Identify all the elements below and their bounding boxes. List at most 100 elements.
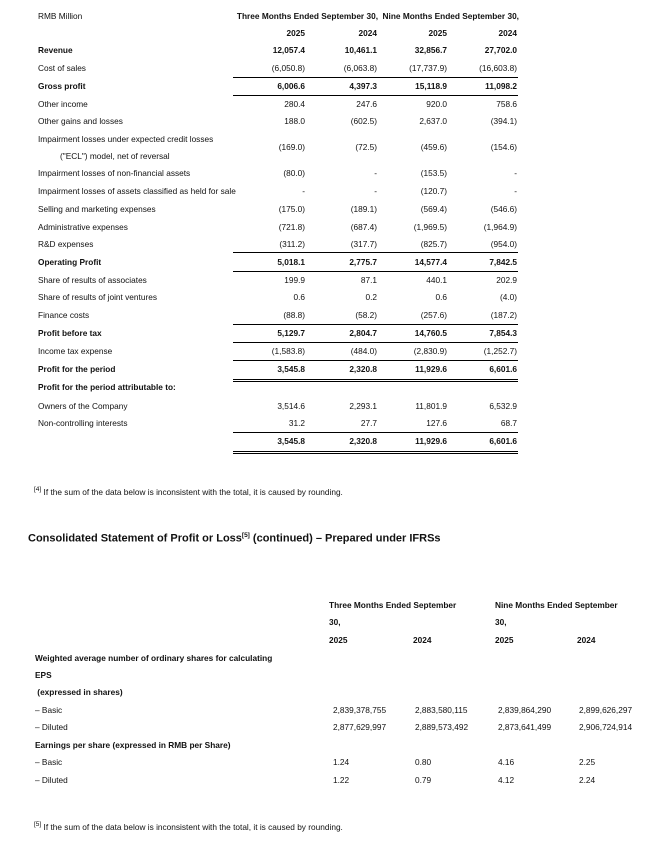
- title-suffix: (continued) – Prepared under IFRSs: [249, 532, 441, 545]
- cell-value: (1,583.8): [271, 346, 305, 356]
- cell-value: 2,899,626,297: [579, 705, 633, 715]
- table-row: 3,545.8 2,320.8 11,929.6 6,601.6: [0, 436, 672, 454]
- header-nine-months: Nine Months Ended September 30,: [382, 11, 519, 21]
- row-label: Profit before tax: [38, 328, 102, 338]
- rule: [233, 324, 518, 325]
- cell-value: (169.0): [278, 142, 305, 152]
- cell-value: (120.7): [420, 186, 447, 196]
- row-label: Other gains and losses: [38, 116, 123, 126]
- row-label: Cost of sales: [38, 63, 86, 73]
- cell-value: (6,050.8): [271, 63, 305, 73]
- row-label: – Diluted: [35, 775, 68, 785]
- row-label: Other income: [38, 99, 88, 109]
- row-label: Impairment losses of non-financial asset…: [38, 168, 191, 178]
- cell-value: 1.24: [333, 757, 350, 767]
- table-row: Profit for the period 3,545.8 2,320.8 11,92…: [0, 364, 672, 382]
- cell-value: (1,969.5): [413, 222, 447, 232]
- rule: [233, 271, 518, 272]
- cell-value: 188.0: [284, 116, 305, 126]
- cell-value: 202.9: [496, 275, 517, 285]
- table-row: – Diluted 2,877,629,997 2,889,573,492 2,873…: [0, 722, 672, 739]
- cell-value: 2.25: [579, 757, 596, 767]
- row-label: Income tax expense: [38, 346, 113, 356]
- cell-value: 3,514.6: [277, 401, 305, 411]
- cell-value: 5,018.1: [277, 257, 305, 267]
- table-row: EPS: [0, 670, 672, 687]
- cell-value: (88.8): [283, 310, 305, 320]
- cell-value: (2,830.9): [413, 346, 447, 356]
- section-title: Consolidated Statement of Profit or Loss…: [28, 532, 441, 545]
- cell-value: (154.6): [490, 142, 517, 152]
- footnote-text: If the sum of the data below is inconsis…: [43, 821, 343, 832]
- table-row: Share of results of associates 199.9 87.1 4…: [0, 275, 672, 293]
- cell-value: (153.5): [420, 168, 447, 178]
- unit-label: RMB Million: [38, 11, 83, 21]
- cell-value: 6,006.6: [277, 81, 305, 91]
- table-row: Earnings per share (expressed in RMB per…: [0, 740, 672, 757]
- cell-value: 11,929.6: [415, 364, 447, 374]
- cell-value: (189.1): [350, 204, 377, 214]
- cell-value: 2,906,724,914: [579, 722, 633, 732]
- row-label: – Diluted: [35, 722, 68, 732]
- cell-value: 0.6: [435, 292, 447, 302]
- row-label: Revenue: [38, 45, 73, 55]
- header-year: 2024: [577, 635, 596, 645]
- cell-value: (80.0): [283, 168, 305, 178]
- cell-value: 758.6: [496, 99, 517, 109]
- cell-value: (6,063.8): [343, 63, 377, 73]
- cell-value: 2,889,573,492: [415, 722, 469, 732]
- cell-value: (17,737.9): [409, 63, 447, 73]
- rule: [233, 252, 518, 253]
- cell-value: -: [374, 186, 377, 196]
- row-label: Weighted average number of ordinary shar…: [35, 653, 273, 663]
- header-year: 2025: [286, 28, 305, 38]
- row-label: Earnings per share (expressed in RMB per…: [35, 740, 231, 750]
- table-row: Impairment losses of non-financial asset…: [0, 168, 672, 186]
- double-rule: [233, 451, 518, 454]
- title-text: Consolidated Statement of Profit or Loss: [28, 532, 242, 545]
- row-label: R&D expenses: [38, 239, 94, 249]
- header-three-months: Three Months Ended September: [329, 600, 457, 610]
- header-year: 2024: [413, 635, 432, 645]
- cell-value: 4,397.3: [349, 81, 377, 91]
- header-year: 2025: [428, 28, 447, 38]
- table-row: Selling and marketing expenses (175.0) (18…: [0, 204, 672, 222]
- cell-value: 2,293.1: [349, 401, 377, 411]
- cell-value: 11,098.2: [485, 81, 517, 91]
- row-label: Impairment losses under expected credit …: [38, 134, 214, 144]
- row-label: Profit for the period: [38, 364, 116, 374]
- table-row: R&D expenses (311.2) (317.7) (825.7) (954.0): [0, 239, 672, 257]
- cell-value: (954.0): [490, 239, 517, 249]
- cell-value: 0.80: [415, 757, 432, 767]
- header-three-months-cont: 30,: [329, 617, 341, 627]
- table-row: Income tax expense (1,583.8) (484.0) (2,830…: [0, 346, 672, 364]
- row-label: – Basic: [35, 757, 63, 767]
- cell-value: 1.22: [333, 775, 350, 785]
- table-row: Profit for the period attributable to:: [0, 382, 672, 400]
- table-row: Finance costs (88.8) (58.2) (257.6) (187.2): [0, 310, 672, 328]
- rule: [233, 95, 518, 96]
- cell-value: 10,461.1: [344, 45, 377, 55]
- cell-value: (484.0): [350, 346, 377, 356]
- table-row: Other gains and losses 188.0 (602.5) 2,637.…: [0, 116, 672, 134]
- cell-value: -: [374, 168, 377, 178]
- cell-value: 0.2: [365, 292, 377, 302]
- cell-value: 7,854.3: [489, 328, 517, 338]
- table-row: Administrative expenses (721.8) (687.4) (1,…: [0, 222, 672, 240]
- cell-value: 12,057.4: [272, 45, 305, 55]
- table-row: – Basic 1.24 0.80 4.16 2.25: [0, 757, 672, 774]
- cell-value: 0.6: [293, 292, 305, 302]
- cell-value: 199.9: [284, 275, 305, 285]
- table-row: Impairment losses under expected credit …: [0, 134, 672, 161]
- table-row: – Diluted 1.22 0.79 4.12 2.24: [0, 775, 672, 792]
- cell-value: 6,601.6: [489, 436, 517, 446]
- cell-value: 2,839,378,755: [333, 705, 387, 715]
- footnote-4: [4] If the sum of the data below is inco…: [34, 486, 343, 497]
- cell-value: 2,873,641,499: [498, 722, 552, 732]
- table-row: – Basic 2,839,378,755 2,883,580,115 2,839,8…: [0, 705, 672, 722]
- cell-value: (4.0): [499, 292, 517, 302]
- cell-value: (187.2): [490, 310, 517, 320]
- cell-value: 27.7: [360, 418, 377, 428]
- cell-value: 11,801.9: [415, 401, 447, 411]
